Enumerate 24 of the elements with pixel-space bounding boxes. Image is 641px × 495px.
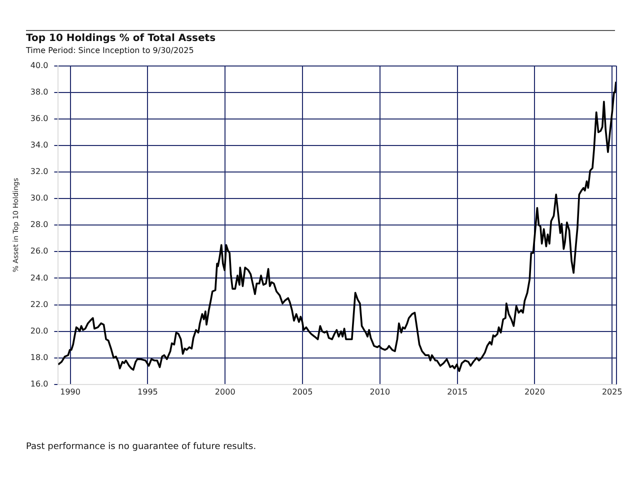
x-tick-label: 2005 <box>292 387 313 396</box>
y-tick-label: 28.0 <box>30 220 48 230</box>
x-tick-label: 2010 <box>370 387 390 396</box>
y-tick-label: 40.0 <box>30 60 48 70</box>
x-tick-label: 2000 <box>214 387 236 396</box>
x-tick-label: 1990 <box>60 387 80 396</box>
y-tick-label: 32.0 <box>30 167 48 176</box>
y-tick-label: 36.0 <box>30 114 48 123</box>
x-tick-label: 2015 <box>447 387 468 396</box>
x-tick-label: 2020 <box>524 387 545 396</box>
y-tick-label: 30.0 <box>30 194 48 203</box>
text: Past performance is no guarantee of future results. <box>26 441 256 453</box>
y-tick-label: 16.0 <box>30 379 48 388</box>
chart-subtitle: Time Period: Since Inception to 9/30/2025 <box>26 46 194 55</box>
y-tick-label: 34.0 <box>30 140 48 150</box>
y-tick-label: 38.0 <box>30 87 48 96</box>
y-tick-label: 20.0 <box>30 326 48 336</box>
x-tick-label: 1995 <box>138 387 158 396</box>
x-tick-label: 2025 <box>602 387 622 396</box>
y-tick-label: 26.0 <box>30 246 48 256</box>
y-tick-label: 22.0 <box>30 300 48 309</box>
y-tick-label: 18.0 <box>30 352 48 362</box>
y-tick-label: 24.0 <box>30 273 48 282</box>
chart-title: Top 10 Holdings % of Total Assets <box>26 33 216 44</box>
